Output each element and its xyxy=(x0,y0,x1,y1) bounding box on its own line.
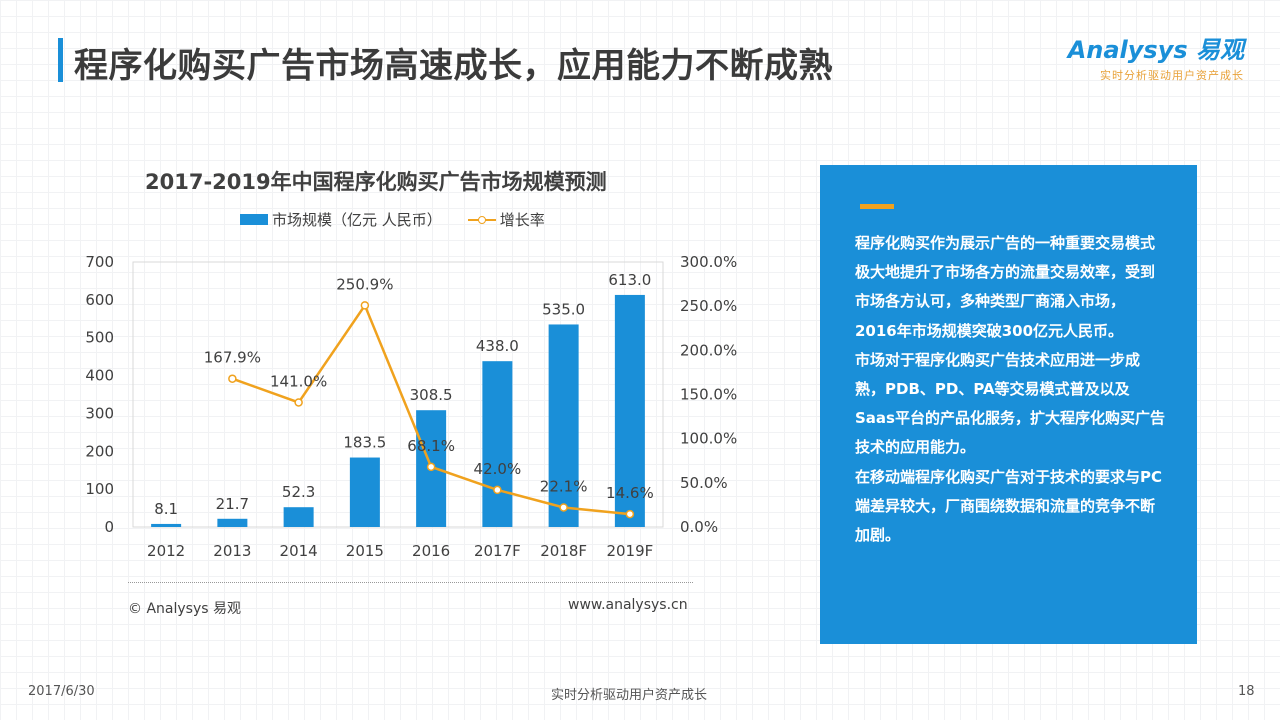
line-label-2016: 68.1% xyxy=(407,437,455,455)
left-tick-400: 400 xyxy=(85,367,114,385)
source-copyright: © Analysys 易观 xyxy=(128,601,241,617)
insight-panel: 程序化购买作为展示广告的一种重要交易模式极大地提升了市场各方的流量交易效率，受到… xyxy=(820,165,1197,644)
right-tick-100.0%: 100.0% xyxy=(680,430,737,448)
x-tick-2013: 2013 xyxy=(213,542,251,560)
left-tick-600: 600 xyxy=(85,291,114,309)
panel-text: 程序化购买作为展示广告的一种重要交易模式极大地提升了市场各方的流量交易效率，受到… xyxy=(855,229,1165,550)
chart-title: 2017-2019年中国程序化购买广告市场规模预测 xyxy=(145,170,607,194)
left-tick-300: 300 xyxy=(85,404,114,422)
x-tick-2019F: 2019F xyxy=(606,542,653,560)
line-label-2017F: 42.0% xyxy=(474,460,522,478)
bar-2017F xyxy=(482,361,513,527)
x-tick-2016: 2016 xyxy=(412,542,450,560)
bar-label-2014: 52.3 xyxy=(282,483,315,501)
line-point-2018F xyxy=(559,503,568,512)
bar-2019F xyxy=(614,294,645,527)
legend-bar-label: 市场规模（亿元 人民币） xyxy=(272,211,442,229)
line-point-2016 xyxy=(426,462,436,472)
x-tick-2017F: 2017F xyxy=(474,542,521,560)
bar-2015 xyxy=(349,457,380,527)
bar-label-2018F: 535.0 xyxy=(542,300,585,318)
line-label-2018F: 22.1% xyxy=(540,477,588,495)
bar-label-2017F: 438.0 xyxy=(476,337,519,355)
brand-logo: Analysys 易观 实时分析驱动用户资产成长 xyxy=(1068,30,1244,83)
line-label-2019F: 14.6% xyxy=(606,484,654,502)
right-tick-250.0%: 250.0% xyxy=(680,297,737,315)
left-tick-0: 0 xyxy=(104,518,114,536)
legend-line-label: 增长率 xyxy=(499,211,545,229)
bar-label-2016: 308.5 xyxy=(410,386,453,404)
bar-label-2012: 8.1 xyxy=(154,500,178,518)
bar-label-2019F: 613.0 xyxy=(608,271,651,289)
chart-legend: 市场规模（亿元 人民币） 增长率 xyxy=(240,209,545,230)
x-tick-2015: 2015 xyxy=(346,542,384,560)
line-point-2013 xyxy=(228,374,237,383)
legend-line-swatch xyxy=(467,214,496,225)
line-point-2015 xyxy=(360,301,370,310)
bar-2014 xyxy=(283,507,314,527)
bar-label-2015: 183.5 xyxy=(343,434,386,452)
left-tick-100: 100 xyxy=(85,480,114,498)
x-tick-2014: 2014 xyxy=(280,542,318,560)
chart-divider xyxy=(128,582,693,583)
right-tick-150.0%: 150.0% xyxy=(680,386,737,404)
title-accent-bar xyxy=(58,38,63,82)
line-label-2013: 167.9% xyxy=(204,349,261,367)
left-tick-500: 500 xyxy=(85,329,114,347)
line-point-2017F xyxy=(493,485,502,495)
line-label-2015: 250.9% xyxy=(336,275,393,293)
bar-label-2013: 21.7 xyxy=(216,495,249,513)
bar-2012 xyxy=(151,523,182,527)
legend-bar-swatch xyxy=(240,214,268,225)
source-website: www.analysys.cn xyxy=(568,597,688,613)
x-tick-2018F: 2018F xyxy=(540,542,587,560)
logo-text: Analysys 易观 xyxy=(1067,36,1244,64)
line-point-2019F xyxy=(625,509,635,519)
line-label-2014: 141.0% xyxy=(270,372,327,390)
page-number: 18 xyxy=(1238,684,1255,699)
page-title: 程序化购买广告市场高速成长，应用能力不断成熟 xyxy=(74,46,833,86)
panel-paragraph-3: 在移动端程序化购买广告对于技术的要求与PC端差异较大，厂商围绕数据和流量的竞争不… xyxy=(855,467,1163,545)
panel-accent-bar xyxy=(860,204,894,209)
right-tick-0.0%: 0.0% xyxy=(680,518,718,536)
plot-area-border xyxy=(132,261,664,528)
footer-tagline: 实时分析驱动用户资产成长 xyxy=(551,688,708,703)
panel-paragraph-1: 程序化购买作为展示广告的一种重要交易模式极大地提升了市场各方的流量交易效率，受到… xyxy=(855,234,1156,340)
x-tick-2012: 2012 xyxy=(147,542,185,560)
left-tick-700: 700 xyxy=(85,253,114,271)
right-tick-50.0%: 50.0% xyxy=(680,474,728,492)
right-tick-200.0%: 200.0% xyxy=(680,341,737,359)
right-tick-300.0%: 300.0% xyxy=(680,253,737,271)
left-tick-200: 200 xyxy=(85,442,114,460)
panel-paragraph-2: 市场对于程序化购买广告技术应用进一步成熟，PDB、PD、PA等交易模式普及以及S… xyxy=(855,350,1165,457)
footer-date: 2017/6/30 xyxy=(28,684,95,699)
line-point-2014 xyxy=(294,398,303,407)
logo-tagline: 实时分析驱动用户资产成长 xyxy=(1100,69,1244,82)
bar-2013 xyxy=(217,518,248,527)
bar-2018F xyxy=(548,324,579,527)
